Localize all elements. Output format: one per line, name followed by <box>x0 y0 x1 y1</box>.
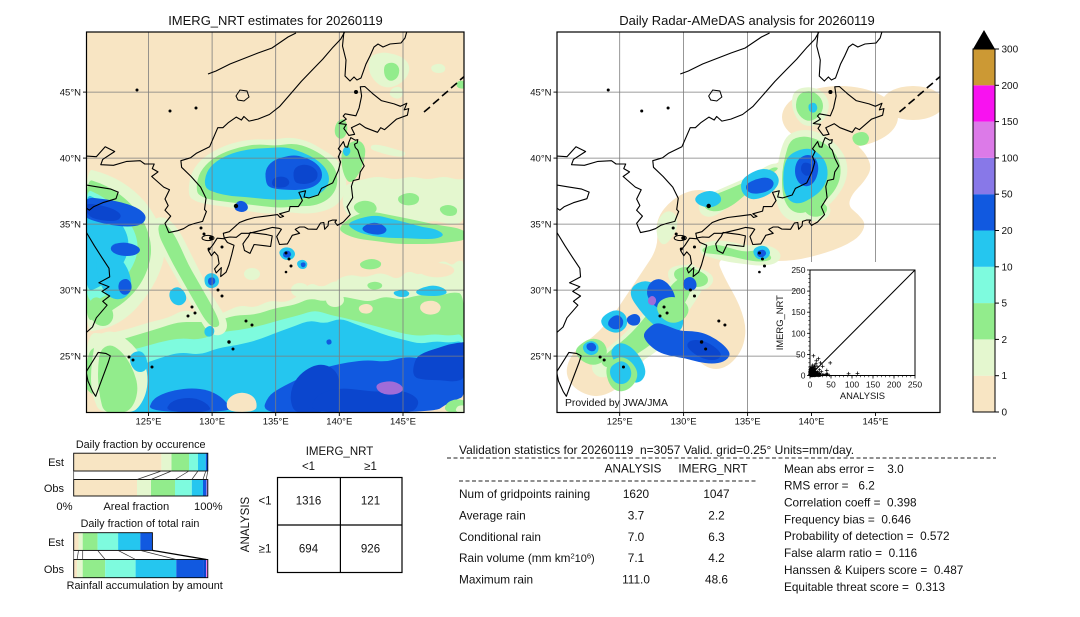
svg-text:Rain volume (mm km2106): Rain volume (mm km2106) <box>459 551 595 565</box>
svg-text:4.2: 4.2 <box>708 551 724 565</box>
svg-text:Areal fraction: Areal fraction <box>103 501 169 513</box>
svg-text:Obs: Obs <box>44 564 65 576</box>
svg-text:0: 0 <box>808 380 813 390</box>
svg-text:Validation statistics for 2026: Validation statistics for 20260119 n=305… <box>459 443 854 457</box>
svg-text:Correlation coeff = 0.398: Correlation coeff = 0.398 <box>784 496 917 510</box>
svg-text:IMERG_NRT: IMERG_NRT <box>774 295 785 350</box>
svg-text:Num of gridpoints raining: Num of gridpoints raining <box>459 487 590 501</box>
svg-text:Conditional rain: Conditional rain <box>459 530 541 544</box>
svg-text:2: 2 <box>1002 335 1008 346</box>
svg-text:100%: 100% <box>194 501 223 513</box>
svg-text:135°E: 135°E <box>735 417 761 428</box>
svg-text:140°E: 140°E <box>799 417 825 428</box>
svg-text:50: 50 <box>1002 190 1014 201</box>
svg-text:Average rain: Average rain <box>459 509 526 523</box>
svg-text:7.1: 7.1 <box>628 551 644 565</box>
svg-text:2.2: 2.2 <box>708 509 724 523</box>
svg-text:45°N: 45°N <box>530 87 551 98</box>
svg-text:Est: Est <box>48 537 64 549</box>
svg-text:111.0: 111.0 <box>622 572 650 586</box>
svg-text:150: 150 <box>791 307 805 317</box>
svg-text:694: 694 <box>299 544 319 556</box>
svg-text:ANALYSIS: ANALYSIS <box>840 390 885 401</box>
svg-text:Rainfall accumulation by amoun: Rainfall accumulation by amount <box>67 580 223 592</box>
svg-text:250: 250 <box>791 265 805 275</box>
svg-text:250: 250 <box>908 380 922 390</box>
svg-text:121: 121 <box>361 496 380 508</box>
svg-text:Maximum rain: Maximum rain <box>459 572 533 586</box>
svg-text:35°N: 35°N <box>530 219 551 230</box>
svg-text:≥1: ≥1 <box>364 461 377 473</box>
svg-text:3.7: 3.7 <box>628 509 644 523</box>
svg-text:1316: 1316 <box>296 496 322 508</box>
svg-text:10: 10 <box>1002 262 1014 273</box>
svg-text:ANALYSIS: ANALYSIS <box>240 496 252 552</box>
svg-text:Daily fraction by occurence: Daily fraction by occurence <box>76 439 206 451</box>
svg-text:100: 100 <box>791 328 805 338</box>
svg-text:0: 0 <box>801 371 806 381</box>
svg-text:Probability of detection = 0.: Probability of detection = 0.572 <box>784 529 950 543</box>
svg-text:145°E: 145°E <box>863 417 889 428</box>
svg-text:125°E: 125°E <box>607 417 633 428</box>
svg-text:150: 150 <box>1002 117 1019 128</box>
svg-text:30°N: 30°N <box>530 285 551 296</box>
svg-text:140°E: 140°E <box>326 417 352 428</box>
svg-text:Daily Radar-AMeDAS analysis fo: Daily Radar-AMeDAS analysis for 20260119 <box>619 13 875 28</box>
svg-text:Obs: Obs <box>44 483 65 495</box>
svg-text:100: 100 <box>1002 153 1019 164</box>
svg-text:40°N: 40°N <box>530 153 551 164</box>
svg-text:≥1: ≥1 <box>259 544 272 556</box>
svg-text:200: 200 <box>791 286 805 296</box>
svg-text:200: 200 <box>1002 81 1019 92</box>
svg-text:0%: 0% <box>56 501 72 513</box>
svg-text:150: 150 <box>866 380 880 390</box>
svg-text:Mean abs error = 3.0: Mean abs error = 3.0 <box>784 462 904 476</box>
svg-text:IMERG_NRT: IMERG_NRT <box>678 462 747 476</box>
svg-text:40°N: 40°N <box>60 153 81 164</box>
svg-text:7.0: 7.0 <box>628 530 645 544</box>
svg-text:125°E: 125°E <box>136 417 162 428</box>
svg-text:200: 200 <box>887 380 901 390</box>
svg-text:<1: <1 <box>258 496 271 508</box>
svg-text:50: 50 <box>826 380 836 390</box>
svg-text:IMERG_NRT estimates for 202601: IMERG_NRT estimates for 20260119 <box>168 13 383 28</box>
svg-text:5: 5 <box>1002 299 1008 310</box>
svg-text:Provided by JWA/JMA: Provided by JWA/JMA <box>565 398 668 409</box>
svg-text:Equitable threat score = 0.31: Equitable threat score = 0.313 <box>784 580 945 594</box>
svg-text:Daily fraction of total rain: Daily fraction of total rain <box>81 518 200 530</box>
svg-text:1: 1 <box>1002 371 1008 382</box>
svg-text:25°N: 25°N <box>60 351 81 362</box>
svg-text:100: 100 <box>845 380 859 390</box>
svg-text:48.6: 48.6 <box>705 572 728 586</box>
svg-text:130°E: 130°E <box>199 417 225 428</box>
svg-text:926: 926 <box>361 544 380 556</box>
svg-text:135°E: 135°E <box>263 417 289 428</box>
svg-text:1620: 1620 <box>623 487 650 501</box>
svg-text:50: 50 <box>796 349 806 359</box>
svg-text:Est: Est <box>48 457 64 469</box>
svg-text:Hanssen & Kuipers score = 0.4: Hanssen & Kuipers score = 0.487 <box>784 563 963 577</box>
svg-text:False alarm ratio = 0.116: False alarm ratio = 0.116 <box>784 546 918 560</box>
svg-text:30°N: 30°N <box>60 285 81 296</box>
svg-text:45°N: 45°N <box>60 87 81 98</box>
svg-text:300: 300 <box>1002 45 1019 56</box>
svg-text:Frequency bias = 0.646: Frequency bias = 0.646 <box>784 512 911 526</box>
svg-text:6.3: 6.3 <box>708 530 725 544</box>
svg-text:1047: 1047 <box>703 487 729 501</box>
svg-text:<1: <1 <box>302 461 315 473</box>
svg-text:ANALYSIS: ANALYSIS <box>605 462 662 476</box>
svg-text:145°E: 145°E <box>390 417 416 428</box>
svg-text:0: 0 <box>1002 408 1008 419</box>
svg-text:20: 20 <box>1002 226 1014 237</box>
svg-text:130°E: 130°E <box>671 417 697 428</box>
svg-text:25°N: 25°N <box>530 351 551 362</box>
svg-text:35°N: 35°N <box>60 219 81 230</box>
svg-text:IMERG_NRT: IMERG_NRT <box>306 446 374 458</box>
svg-text:RMS error = 6.2: RMS error = 6.2 <box>784 479 875 493</box>
